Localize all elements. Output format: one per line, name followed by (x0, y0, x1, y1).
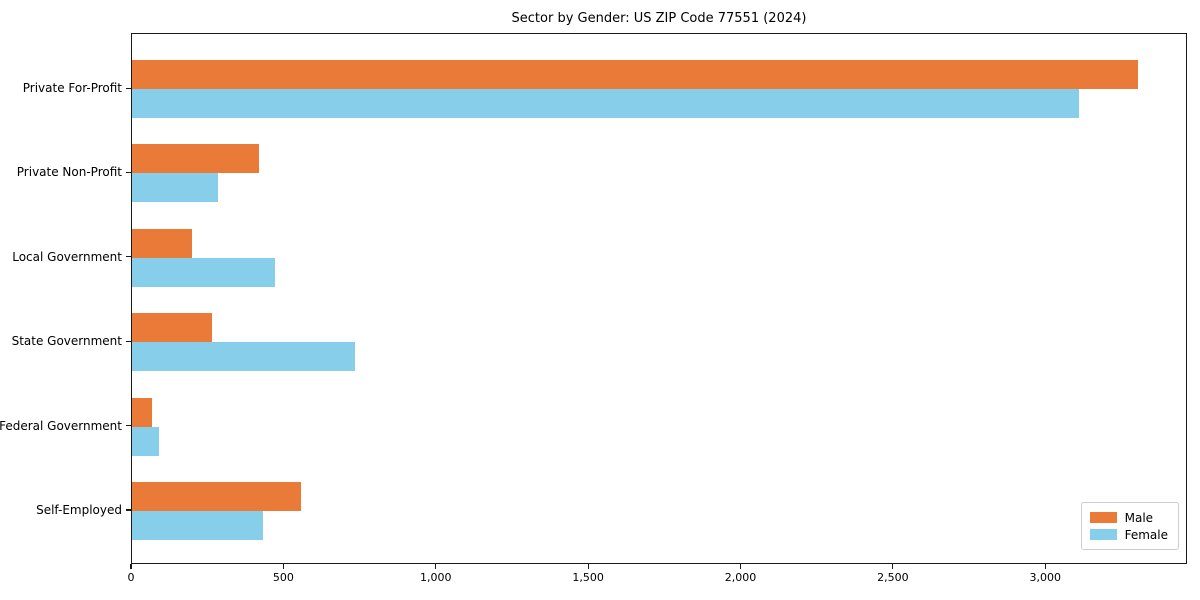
xtick-mark (435, 564, 437, 569)
ytick-mark (126, 256, 131, 258)
ytick-mark (126, 509, 131, 511)
ytick-label: Self-Employed (36, 502, 122, 517)
legend-swatch-female (1089, 529, 1117, 540)
xtick-label: 1,500 (572, 571, 604, 584)
xtick-label: 0 (127, 571, 135, 584)
ytick-mark (126, 340, 131, 342)
legend-item-male: Male (1089, 509, 1168, 526)
bar-female-5 (132, 426, 159, 456)
xtick-mark (587, 564, 589, 569)
ytick-mark (126, 425, 131, 427)
bar-female-6 (132, 510, 264, 540)
bar-male-4 (132, 313, 213, 343)
ytick-label: Local Government (12, 249, 122, 264)
bar-male-5 (132, 397, 153, 427)
bar-male-1 (132, 60, 1138, 90)
ytick-mark (126, 171, 131, 174)
legend-label: Female (1124, 527, 1168, 542)
ytick-label: State Government (11, 334, 122, 349)
ytick-label: Private Non-Profit (16, 165, 122, 180)
xtick-mark (130, 564, 132, 569)
xtick-label: 1,000 (420, 571, 452, 584)
xtick-mark (739, 564, 742, 569)
ytick-label: Federal Government (0, 418, 122, 433)
xtick-label: 2,000 (724, 571, 757, 584)
xtick-label: 2,500 (877, 571, 909, 584)
legend-swatch-male (1089, 512, 1117, 523)
xtick-label: 3,000 (1029, 571, 1062, 584)
legend: Male Female (1080, 502, 1179, 550)
xtick-mark (282, 564, 284, 569)
chart-title: Sector by Gender: US ZIP Code 77551 (202… (511, 11, 807, 26)
bar-female-2 (132, 173, 219, 203)
legend-label: Male (1124, 510, 1154, 525)
xtick-mark (1044, 564, 1046, 569)
xtick-mark (892, 564, 894, 569)
bar-male-3 (132, 228, 192, 258)
ytick-mark (126, 87, 131, 89)
xtick-label: 500 (272, 571, 294, 584)
bar-female-1 (132, 89, 1079, 119)
bar-female-4 (132, 342, 355, 372)
plot-area: Male Female (131, 33, 1187, 564)
ytick-label: Private For-Profit (22, 81, 122, 96)
legend-item-female: Female (1089, 526, 1168, 543)
bar-male-2 (132, 144, 260, 174)
bar-male-6 (132, 481, 301, 511)
bar-female-3 (132, 257, 276, 287)
